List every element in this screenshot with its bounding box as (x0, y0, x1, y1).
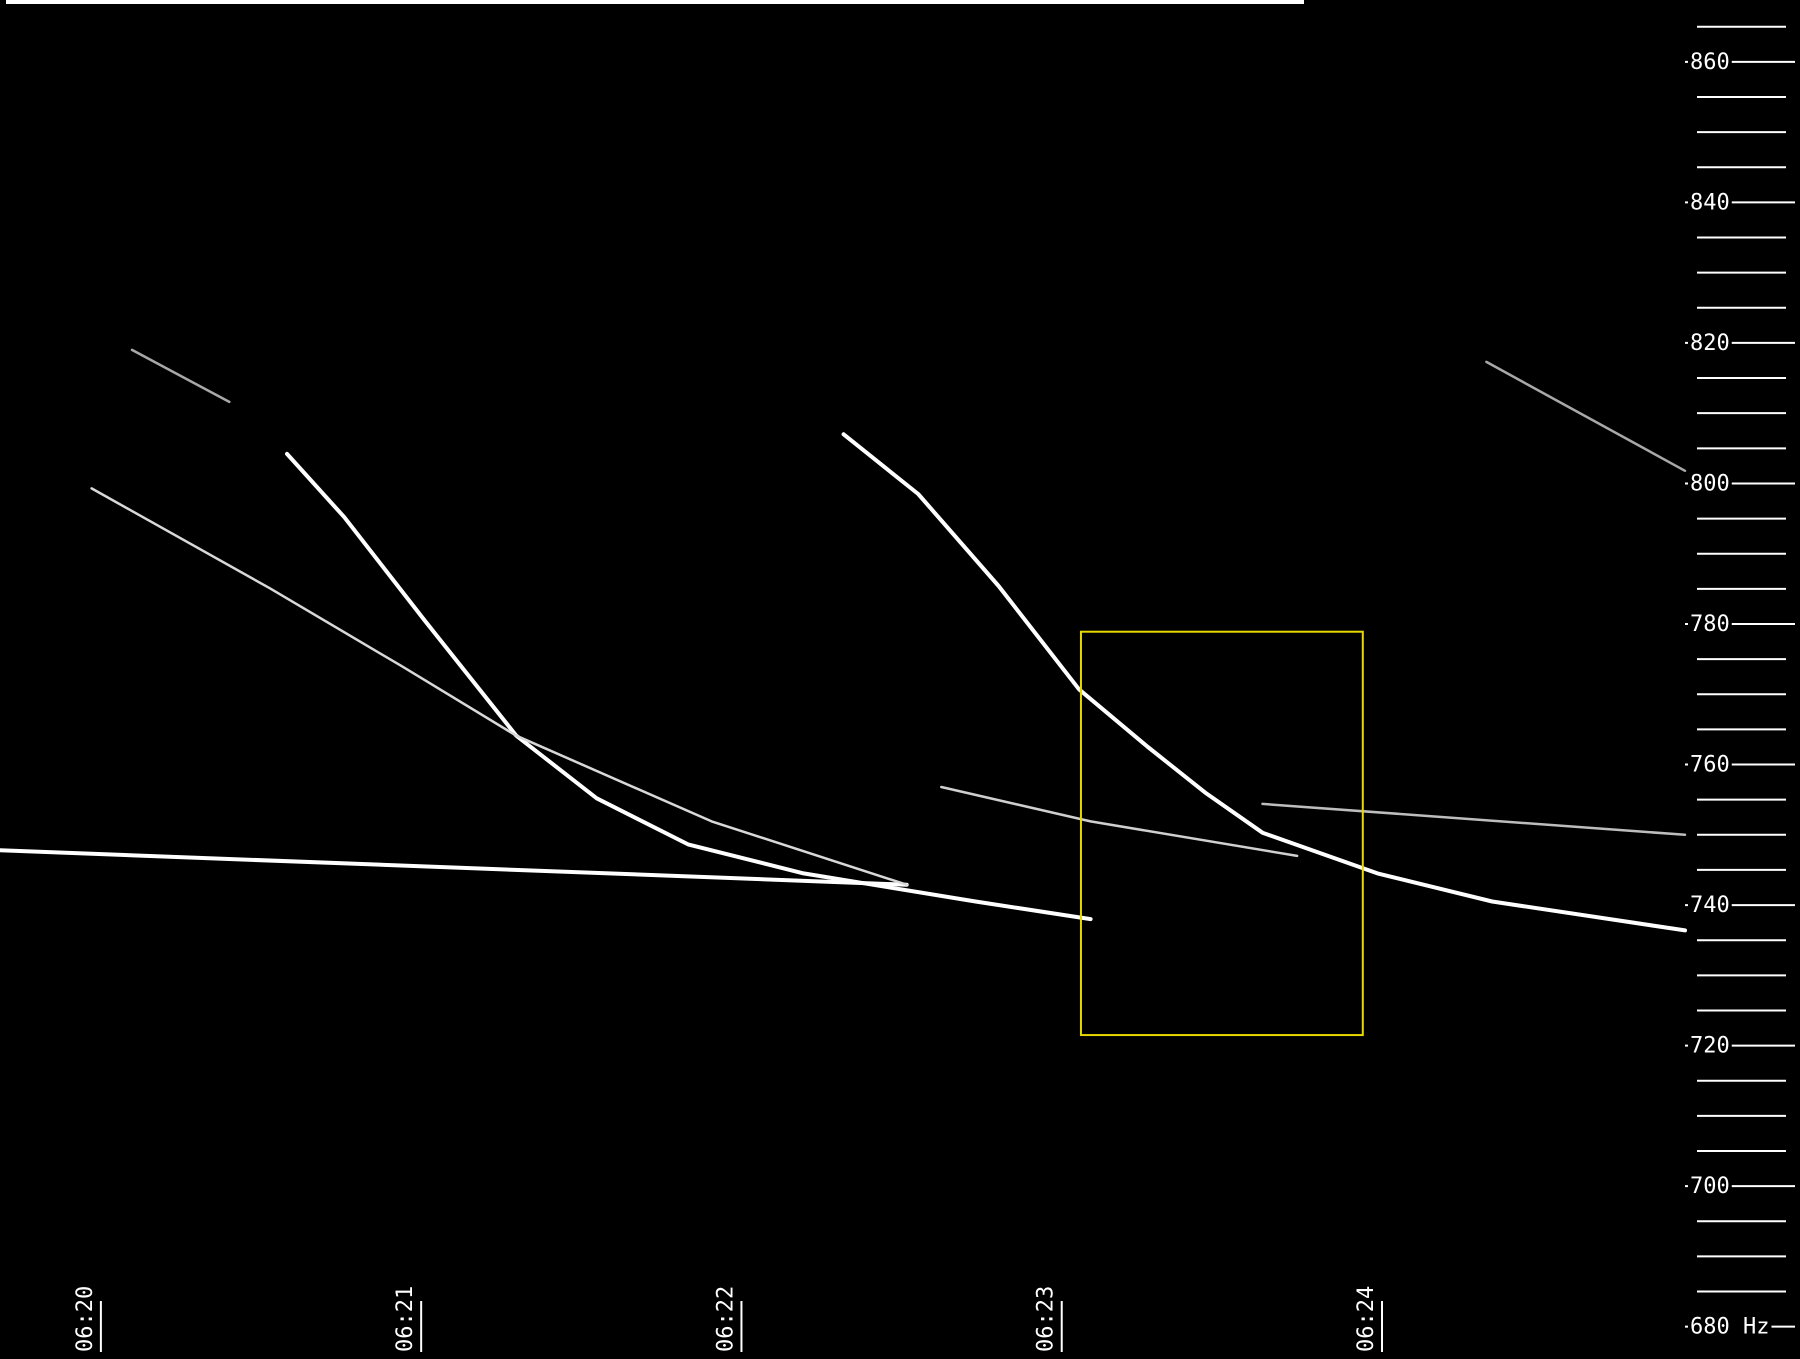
trace (1261, 802, 1687, 837)
y-tick-label: 680 Hz (1690, 1315, 1769, 1340)
x-tick-label: 06:20 (73, 1286, 98, 1352)
plot-area (0, 348, 1687, 1037)
trace (940, 785, 1299, 858)
x-tick-label: 06:21 (393, 1286, 418, 1352)
y-tick-label: 740 (1690, 893, 1730, 918)
y-tick-label-bg (1688, 893, 1732, 919)
y-tick-label: 700 (1690, 1174, 1730, 1199)
trace (130, 348, 231, 404)
y-tick-label: 860 (1690, 50, 1730, 75)
trace (0, 848, 909, 887)
highlight-box (1079, 630, 1364, 1037)
x-tick-label: 06:22 (713, 1286, 738, 1352)
y-tick-label-bg (1688, 471, 1732, 497)
y-tick-label: 760 (1690, 753, 1730, 778)
axes: 860 840 820 800 780 760 740 720 700 680 Hz 06:20 06… (73, 25, 1795, 1352)
trace (1485, 360, 1687, 473)
y-tick-label: 840 (1690, 190, 1730, 215)
x-tick-label: 06:23 (1034, 1286, 1059, 1352)
y-tick-label: 780 (1690, 612, 1730, 637)
top-bar (6, 0, 1304, 4)
y-tick-label: 720 (1690, 1034, 1730, 1059)
y-tick-label-bg (1688, 1314, 1772, 1340)
trace (285, 451, 1093, 922)
y-tick-label-bg (1688, 49, 1732, 75)
y-tick-label: 820 (1690, 331, 1730, 356)
y-tick-label-bg (1688, 330, 1732, 356)
y-tick-label-bg (1688, 1174, 1732, 1200)
y-tick-label-bg (1688, 611, 1732, 637)
trace (90, 487, 908, 886)
x-tick-label: 06:24 (1354, 1286, 1379, 1352)
y-tick-label-bg (1688, 190, 1732, 216)
y-tick-label: 800 (1690, 471, 1730, 496)
trace (841, 432, 1687, 933)
y-tick-label-bg (1688, 1033, 1732, 1059)
y-tick-label-bg (1688, 752, 1732, 778)
